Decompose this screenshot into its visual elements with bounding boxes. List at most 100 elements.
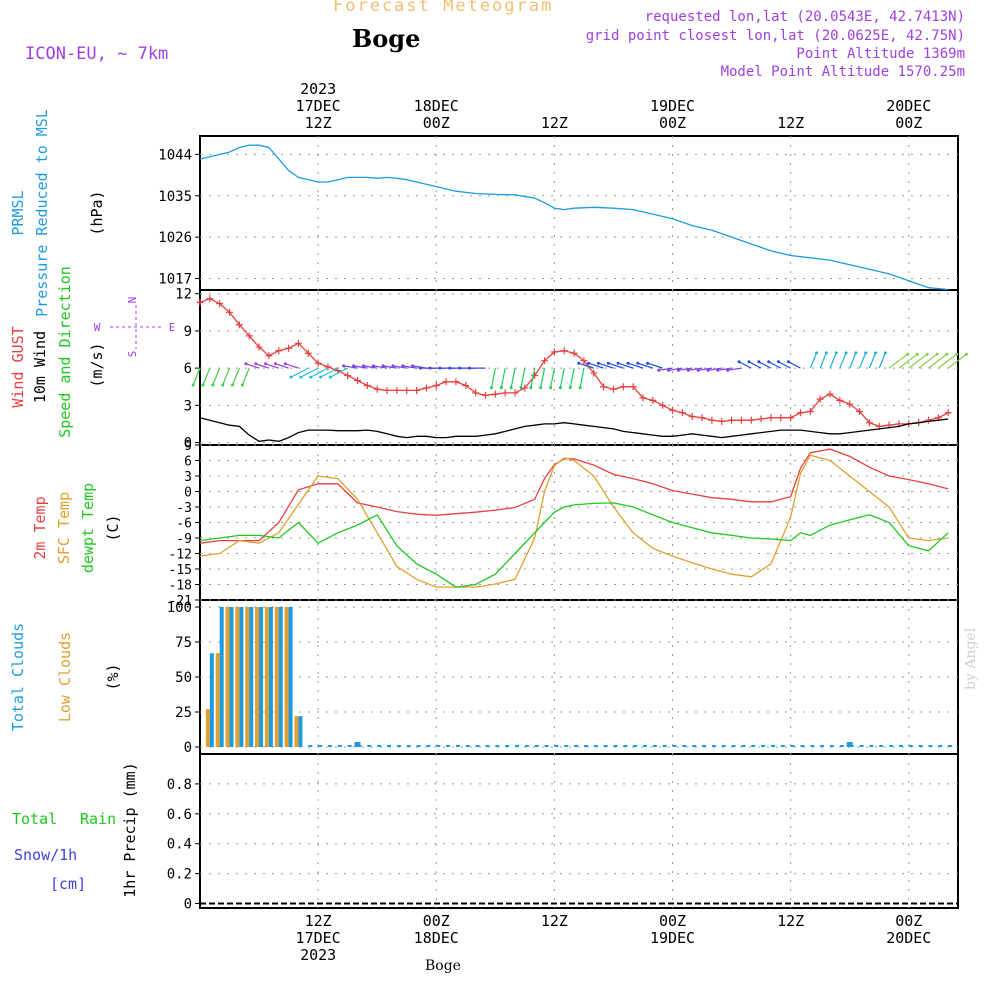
low-cloud-bar — [235, 607, 240, 747]
wind-arrow-head — [418, 366, 422, 370]
wind-arrow — [608, 362, 624, 369]
compass-w: W — [94, 321, 101, 334]
total-cloud-bar — [416, 745, 421, 747]
wind-arrow — [402, 365, 417, 369]
label-total-clouds: Total Clouds — [9, 623, 27, 731]
gust-marker — [816, 395, 824, 403]
gust-marker — [265, 352, 273, 360]
ytick-label-precip: 0.2 — [167, 867, 192, 883]
total-cloud-bar — [770, 745, 775, 747]
total-cloud-bar — [524, 745, 529, 747]
wind-arrow-head — [221, 383, 225, 387]
wind-arrow — [868, 352, 877, 369]
ytick-label-clouds: 75 — [175, 635, 192, 651]
wind-arrow-head — [646, 361, 650, 365]
total-cloud-bar — [455, 745, 460, 747]
label-wind-speed-dir: Speed and Direction — [56, 266, 74, 438]
gust-marker — [314, 359, 322, 367]
wind-arrow-head — [289, 375, 293, 379]
label-clouds-unit: (%) — [104, 663, 122, 690]
total-cloud-bar — [229, 607, 234, 747]
tick-labels: 10441035102610171296309630-3-6-9-12-15-1… — [158, 80, 931, 964]
label-temp-unit: (C) — [104, 514, 122, 541]
low-cloud-bar — [215, 653, 220, 747]
gust-marker — [944, 409, 952, 417]
total-cloud-bar — [672, 745, 677, 747]
wind-arrow — [658, 367, 673, 371]
total-cloud-bar — [534, 745, 539, 747]
panel-labels: PRMSL Pressure Reduced to MSL (hPa) Wind GU… — [9, 109, 175, 898]
total-cloud-bar — [377, 745, 382, 747]
wind-arrow-head — [519, 386, 523, 390]
gust-marker — [846, 400, 854, 408]
wind-arrow-head — [240, 383, 244, 387]
gust-marker — [541, 357, 549, 365]
wind-arrow-head — [657, 368, 661, 372]
wind-arrow — [202, 367, 211, 386]
total-cloud-bar — [367, 745, 372, 747]
wind-arrow — [678, 367, 693, 371]
wind-arrow — [937, 353, 958, 369]
wind-arrow — [578, 362, 594, 369]
gust-marker — [708, 416, 716, 424]
wind-arrow — [275, 363, 289, 369]
time-label-bottom: 2023 — [300, 946, 336, 964]
temp-sfc-line — [199, 454, 949, 588]
wind-arrow-head — [616, 361, 620, 365]
low-cloud-bar — [225, 607, 230, 747]
time-label-bottom: 00Z — [423, 912, 450, 930]
wind-arrow — [588, 362, 604, 369]
wind-speed-line — [199, 417, 949, 442]
wind-arrow — [222, 367, 231, 386]
gust-marker — [511, 389, 519, 397]
label-wind-gust: Wind GUST — [9, 326, 27, 407]
wind-arrow — [688, 367, 703, 371]
gust-marker — [501, 389, 509, 397]
gust-marker — [294, 339, 302, 347]
gust-marker — [669, 406, 677, 414]
panel-frame-wind — [199, 289, 959, 446]
requested-coords: requested lon,lat (20.0543E, 42.7413N) — [644, 9, 965, 25]
total-cloud-bar — [219, 607, 224, 747]
label-temp-dewpt: dewpt Temp — [79, 483, 97, 573]
gust-marker — [629, 383, 637, 391]
gust-marker — [354, 377, 362, 385]
wind-arrow — [637, 362, 654, 369]
wind-arrow — [839, 352, 847, 369]
wind-arrow — [898, 353, 918, 369]
total-cloud-bar — [751, 745, 756, 747]
gust-marker — [344, 372, 352, 380]
wind-arrow-head — [490, 386, 493, 390]
gust-marker — [422, 384, 430, 392]
total-cloud-bar — [396, 745, 401, 747]
gust-marker — [757, 415, 765, 423]
panel-grids — [195, 136, 958, 908]
time-label-top: 12Z — [305, 114, 332, 132]
total-cloud-bar — [761, 745, 766, 747]
time-label-top: 00Z — [423, 114, 450, 132]
wind-arrow — [878, 352, 886, 369]
total-cloud-bar — [249, 607, 254, 747]
wind-arrow-head — [401, 364, 405, 368]
gust-marker — [481, 391, 489, 399]
wind-arrow-head — [273, 362, 277, 366]
gust-marker — [413, 386, 421, 394]
low-cloud-bar — [245, 607, 250, 747]
wind-arrow — [748, 361, 762, 369]
gust-marker — [560, 347, 568, 355]
total-cloud-bar — [846, 742, 853, 747]
wind-arrow — [300, 367, 319, 378]
low-cloud-bar — [255, 607, 260, 747]
time-label-bottom: 20DEC — [886, 929, 931, 947]
wind-arrow-head — [726, 368, 730, 372]
wind-arrow — [717, 367, 732, 371]
total-cloud-bar — [337, 745, 342, 747]
label-snow: Snow/1h — [14, 846, 77, 864]
wind-arrow-head — [529, 386, 533, 390]
time-label-top: 20DEC — [886, 97, 931, 115]
wind-arrow-head — [578, 386, 582, 390]
wind-arrow — [330, 367, 348, 378]
low-cloud-bar — [205, 709, 210, 747]
time-label-bottom: 00Z — [659, 912, 686, 930]
gust-marker — [255, 343, 263, 351]
